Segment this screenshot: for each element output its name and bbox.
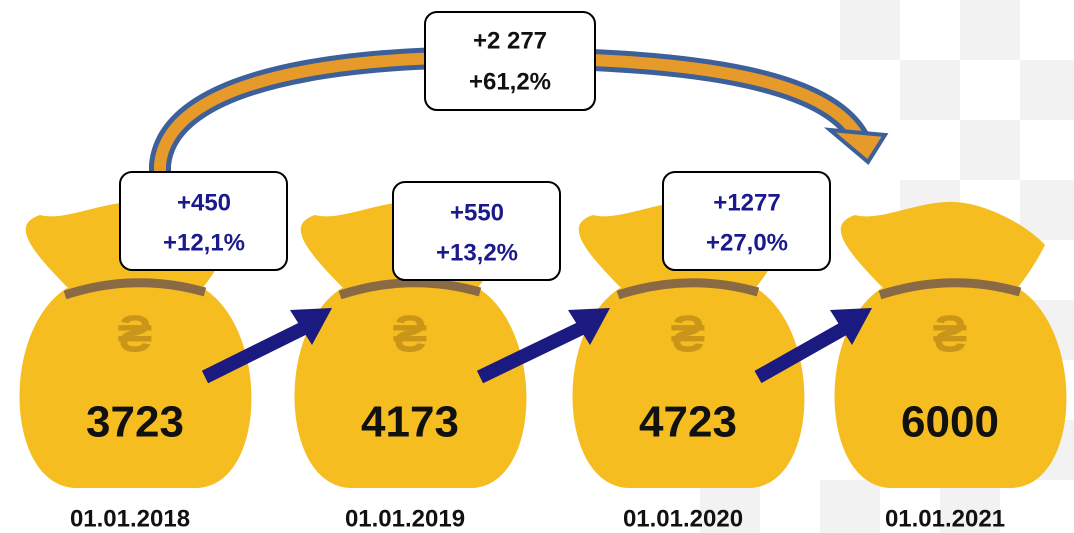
currency-symbol: ₴ — [933, 306, 968, 364]
change-box: +1277 +27,0% — [663, 172, 830, 270]
change-absolute: +450 — [177, 189, 231, 216]
change-percent: +27,0% — [706, 229, 788, 256]
bag-amount: 6000 — [901, 398, 999, 447]
change-box: +550 +13,2% — [393, 182, 560, 280]
change-absolute: +550 — [450, 199, 504, 226]
total-box: +2 277 +61,2% — [425, 12, 595, 110]
currency-symbol: ₴ — [393, 306, 428, 364]
currency-symbol: ₴ — [671, 306, 706, 364]
bag-date: 01.01.2018 — [70, 505, 190, 532]
currency-symbol: ₴ — [118, 306, 153, 364]
total-percent: +61,2% — [469, 68, 551, 95]
total-absolute: +2 277 — [473, 27, 547, 54]
change-box: +450 +12,1% — [120, 172, 287, 270]
change-boxes: +450 +12,1% +550 +13,2% +1277 +27,0% — [120, 172, 830, 280]
diagram: ₴ 3723 01.01.2018 ₴ 4173 01.01.2019 ₴ 4723 01.01… — [0, 0, 1074, 533]
change-percent: +13,2% — [436, 239, 518, 266]
change-percent: +12,1% — [163, 229, 245, 256]
change-absolute: +1277 — [713, 189, 780, 216]
bag-amount: 4173 — [361, 398, 459, 447]
bag-amount: 3723 — [86, 398, 184, 447]
bag-date: 01.01.2021 — [885, 505, 1005, 532]
bag-amount: 4723 — [639, 398, 737, 447]
bag-date: 01.01.2020 — [623, 505, 743, 532]
bag-date: 01.01.2019 — [345, 505, 465, 532]
